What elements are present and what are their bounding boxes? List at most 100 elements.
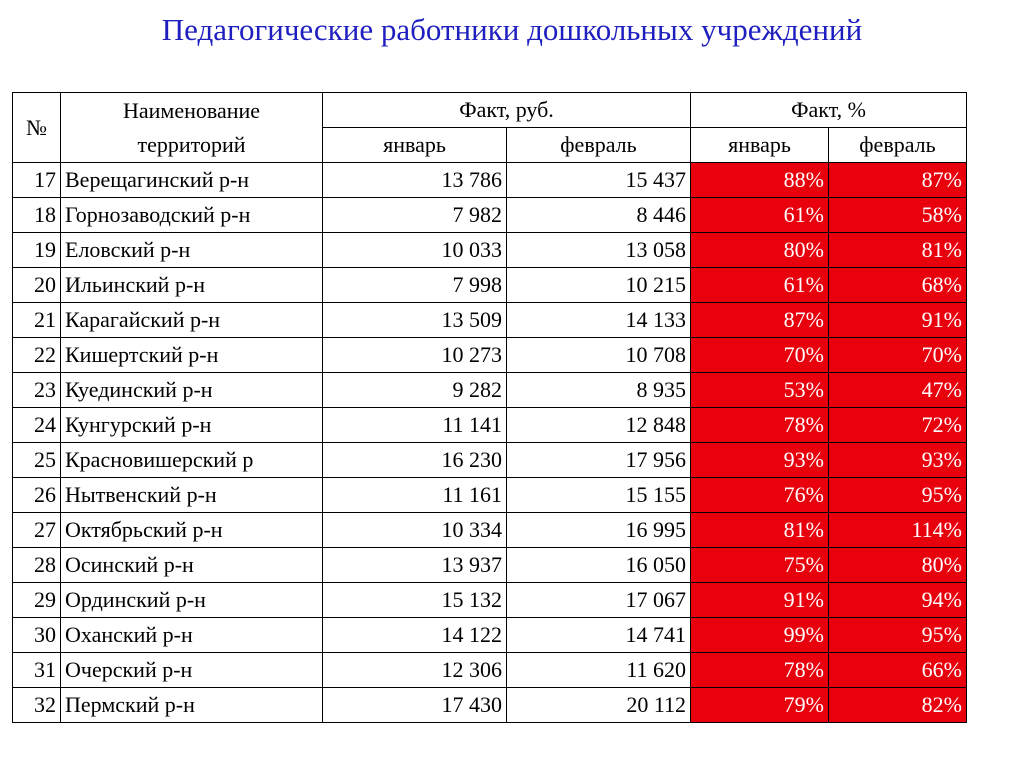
cell-rub-feb: 17 067 (506, 582, 691, 618)
cell-pct-jan: 99% (690, 617, 829, 653)
cell-pct-feb: 91% (828, 302, 967, 338)
cell-pct-feb: 80% (828, 547, 967, 583)
cell-num: 31 (12, 652, 61, 688)
cell-pct-feb: 87% (828, 162, 967, 198)
table-row: 24 Кунгурский р-н 11 141 12 848 78% 72% (12, 407, 967, 443)
cell-rub-feb: 16 050 (506, 547, 691, 583)
cell-num: 28 (12, 547, 61, 583)
cell-pct-feb: 82% (828, 687, 967, 723)
cell-num: 30 (12, 617, 61, 653)
cell-rub-feb: 15 155 (506, 477, 691, 513)
cell-rub-jan: 12 306 (322, 652, 507, 688)
cell-territory: Оханский р-н (60, 617, 323, 653)
cell-rub-jan: 7 998 (322, 267, 507, 303)
cell-num: 21 (12, 302, 61, 338)
cell-rub-feb: 17 956 (506, 442, 691, 478)
cell-rub-jan: 15 132 (322, 582, 507, 618)
header-pct-jan: январь (690, 127, 829, 163)
header-row-top: № Наименование территорий Факт, руб. Фак… (12, 92, 967, 163)
cell-rub-feb: 16 995 (506, 512, 691, 548)
cell-pct-feb: 95% (828, 477, 967, 513)
table-row: 28 Осинский р-н 13 937 16 050 75% 80% (12, 547, 967, 583)
cell-rub-feb: 14 133 (506, 302, 691, 338)
cell-rub-jan: 7 982 (322, 197, 507, 233)
cell-pct-jan: 76% (690, 477, 829, 513)
table-row: 32 Пермский р-н 17 430 20 112 79% 82% (12, 687, 967, 723)
cell-pct-jan: 91% (690, 582, 829, 618)
cell-pct-feb: 47% (828, 372, 967, 408)
table-row: 20 Ильинский р-н 7 998 10 215 61% 68% (12, 267, 967, 303)
cell-territory: Очерский р-н (60, 652, 323, 688)
cell-pct-jan: 61% (690, 267, 829, 303)
cell-territory: Верещагинский р-н (60, 162, 323, 198)
cell-num: 32 (12, 687, 61, 723)
cell-rub-feb: 14 741 (506, 617, 691, 653)
cell-num: 19 (12, 232, 61, 268)
cell-num: 25 (12, 442, 61, 478)
cell-territory: Куединский р-н (60, 372, 323, 408)
table-row: 17 Верещагинский р-н 13 786 15 437 88% 87% (12, 162, 967, 198)
cell-num: 22 (12, 337, 61, 373)
table-row: 30 Оханский р-н 14 122 14 741 99% 95% (12, 617, 967, 653)
cell-territory: Горнозаводский р-н (60, 197, 323, 233)
cell-pct-feb: 94% (828, 582, 967, 618)
cell-rub-feb: 15 437 (506, 162, 691, 198)
table-row: 29 Ординский р-н 15 132 17 067 91% 94% (12, 582, 967, 618)
cell-rub-feb: 13 058 (506, 232, 691, 268)
cell-territory: Октябрьский р-н (60, 512, 323, 548)
cell-pct-jan: 78% (690, 407, 829, 443)
cell-rub-feb: 8 446 (506, 197, 691, 233)
cell-rub-feb: 12 848 (506, 407, 691, 443)
cell-territory: Ильинский р-н (60, 267, 323, 303)
header-rub-feb: февраль (506, 127, 691, 163)
cell-rub-feb: 11 620 (506, 652, 691, 688)
table-row: 26 Нытвенский р-н 11 161 15 155 76% 95% (12, 477, 967, 513)
cell-pct-jan: 81% (690, 512, 829, 548)
cell-pct-jan: 87% (690, 302, 829, 338)
cell-num: 26 (12, 477, 61, 513)
cell-rub-jan: 10 273 (322, 337, 507, 373)
cell-rub-jan: 13 509 (322, 302, 507, 338)
table-row: 25 Красновишерский р 16 230 17 956 93% 93% (12, 442, 967, 478)
cell-territory: Кишертский р-н (60, 337, 323, 373)
cell-pct-feb: 58% (828, 197, 967, 233)
cell-rub-feb: 8 935 (506, 372, 691, 408)
cell-territory: Нытвенский р-н (60, 477, 323, 513)
table-body: 17 Верещагинский р-н 13 786 15 437 88% 87% 18 Г… (12, 162, 967, 723)
table-header: № Наименование территорий Факт, руб. Фак… (12, 92, 967, 163)
cell-num: 24 (12, 407, 61, 443)
header-pct-feb: февраль (828, 127, 967, 163)
cell-rub-feb: 20 112 (506, 687, 691, 723)
table-row: 21 Карагайский р-н 13 509 14 133 87% 91% (12, 302, 967, 338)
cell-pct-feb: 95% (828, 617, 967, 653)
cell-pct-jan: 80% (690, 232, 829, 268)
table-row: 27 Октябрьский р-н 10 334 16 995 81% 114% (12, 512, 967, 548)
cell-rub-jan: 13 786 (322, 162, 507, 198)
header-territory-line1: Наименование (122, 97, 261, 123)
cell-rub-feb: 10 215 (506, 267, 691, 303)
cell-pct-feb: 93% (828, 442, 967, 478)
table-row: 23 Куединский р-н 9 282 8 935 53% 47% (12, 372, 967, 408)
cell-num: 18 (12, 197, 61, 233)
cell-rub-jan: 11 141 (322, 407, 507, 443)
cell-pct-jan: 75% (690, 547, 829, 583)
header-territory: Наименование территорий (60, 92, 323, 163)
cell-pct-feb: 70% (828, 337, 967, 373)
cell-rub-jan: 9 282 (322, 372, 507, 408)
cell-territory: Красновишерский р (60, 442, 323, 478)
cell-rub-jan: 16 230 (322, 442, 507, 478)
table-row: 22 Кишертский р-н 10 273 10 708 70% 70% (12, 337, 967, 373)
header-territory-line2: территорий (137, 131, 246, 157)
cell-pct-jan: 61% (690, 197, 829, 233)
cell-territory: Карагайский р-н (60, 302, 323, 338)
table-row: 31 Очерский р-н 12 306 11 620 78% 66% (12, 652, 967, 688)
cell-territory: Осинский р-н (60, 547, 323, 583)
cell-territory: Еловский р-н (60, 232, 323, 268)
cell-pct-feb: 81% (828, 232, 967, 268)
header-num: № (12, 92, 61, 163)
cell-num: 17 (12, 162, 61, 198)
header-fact-rub: Факт, руб. (322, 92, 691, 128)
cell-pct-jan: 78% (690, 652, 829, 688)
cell-territory: Ординский р-н (60, 582, 323, 618)
cell-pct-feb: 68% (828, 267, 967, 303)
